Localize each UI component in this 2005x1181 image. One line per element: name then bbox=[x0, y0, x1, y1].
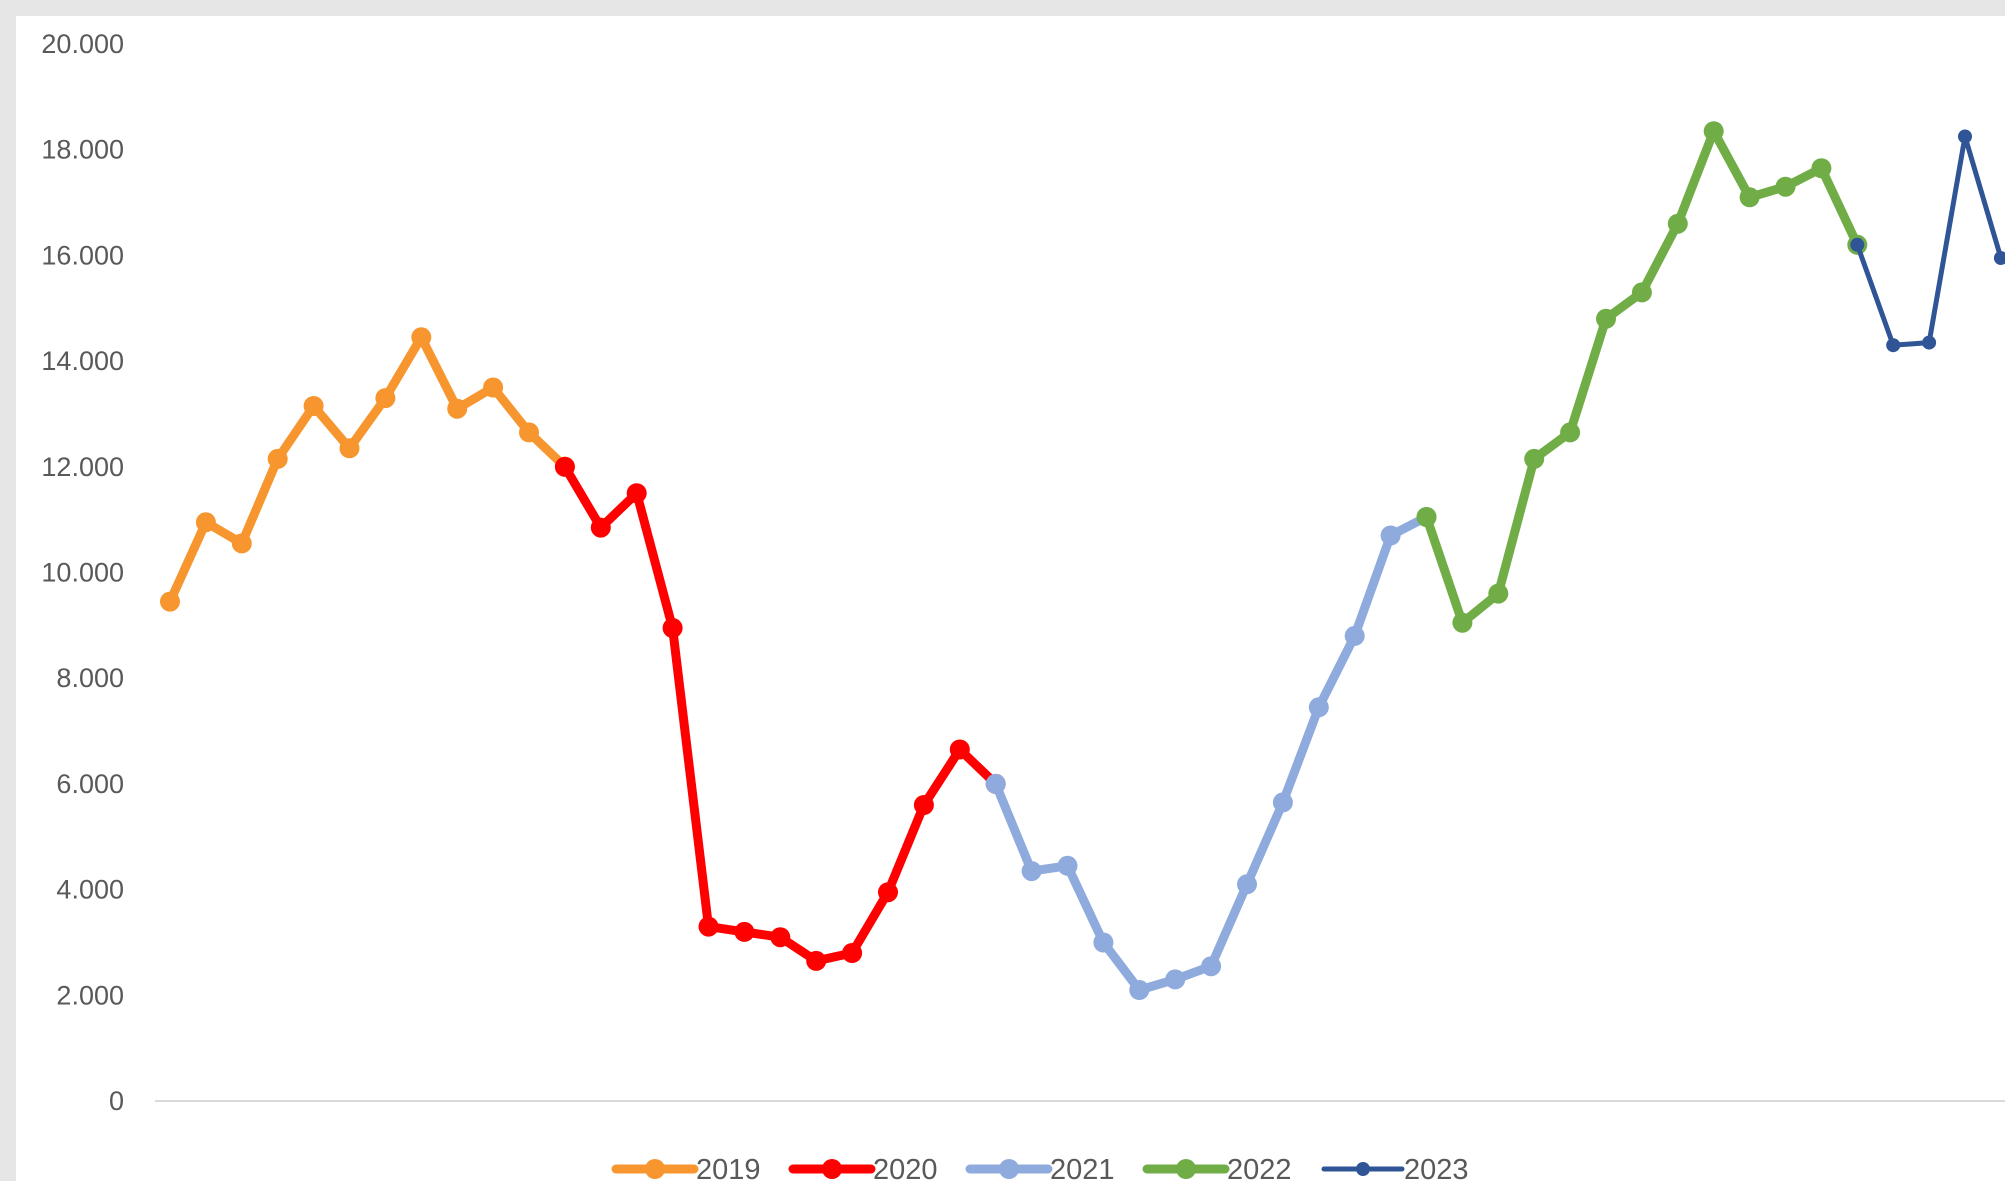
data-point bbox=[949, 739, 970, 760]
legend-item: 2023 bbox=[1321, 1154, 1469, 1181]
legend-label: 2020 bbox=[873, 1154, 938, 1181]
data-point bbox=[447, 398, 468, 419]
data-point bbox=[411, 327, 432, 348]
data-point bbox=[1886, 338, 1901, 353]
legend-label: 2019 bbox=[696, 1154, 761, 1181]
legend-item: 2021 bbox=[965, 1154, 1115, 1181]
data-point bbox=[1524, 448, 1545, 469]
data-point bbox=[1129, 980, 1150, 1000]
series-2021 bbox=[985, 507, 1437, 1000]
data-point bbox=[231, 533, 252, 554]
data-point bbox=[1958, 129, 1972, 144]
data-point bbox=[806, 950, 827, 971]
legend-label: 2023 bbox=[1404, 1154, 1469, 1181]
data-point bbox=[878, 882, 898, 903]
legend-item: 2020 bbox=[788, 1154, 938, 1181]
series-line bbox=[1422, 126, 1862, 628]
data-point bbox=[626, 483, 647, 504]
series-line bbox=[165, 332, 570, 607]
legend-swatch-marker bbox=[1356, 1162, 1370, 1176]
data-point bbox=[734, 921, 755, 942]
data-point bbox=[1850, 237, 1865, 252]
y-tick-label: 2.000 bbox=[56, 980, 124, 1010]
data-point bbox=[698, 916, 719, 937]
series-2023 bbox=[1850, 129, 2005, 353]
data-point bbox=[160, 591, 180, 612]
series-layer bbox=[160, 121, 2005, 1000]
data-point bbox=[1165, 969, 1186, 990]
data-point bbox=[590, 517, 611, 538]
data-point bbox=[1922, 335, 1937, 350]
data-point bbox=[1093, 932, 1114, 953]
y-tick-label: 0 bbox=[109, 1086, 124, 1116]
data-point bbox=[1201, 956, 1222, 977]
data-point bbox=[1237, 874, 1257, 895]
legend-label: 2022 bbox=[1227, 1154, 1292, 1181]
data-point bbox=[1703, 121, 1724, 142]
series-line bbox=[991, 512, 1431, 995]
data-point bbox=[1739, 187, 1760, 208]
y-tick-label: 8.000 bbox=[56, 663, 124, 693]
data-point bbox=[662, 618, 683, 638]
data-point bbox=[303, 396, 324, 416]
y-tick-label: 16.000 bbox=[41, 240, 124, 270]
data-point bbox=[1488, 583, 1509, 604]
series-2019 bbox=[160, 327, 575, 612]
data-point bbox=[195, 512, 216, 533]
data-point bbox=[913, 795, 934, 815]
series-line bbox=[560, 462, 1001, 966]
legend-swatch-marker bbox=[645, 1159, 665, 1179]
data-point bbox=[339, 438, 360, 459]
legend-label: 2021 bbox=[1050, 1154, 1115, 1181]
y-tick-label: 6.000 bbox=[56, 769, 124, 799]
y-tick-label: 18.000 bbox=[41, 135, 124, 165]
data-point bbox=[483, 377, 504, 398]
data-point bbox=[770, 927, 791, 948]
data-point bbox=[1811, 158, 1832, 179]
series-2022 bbox=[1416, 121, 1868, 633]
data-point bbox=[985, 773, 1006, 794]
data-point bbox=[1993, 251, 2005, 265]
data-point bbox=[1452, 612, 1473, 633]
y-tick-label: 10.000 bbox=[41, 558, 124, 588]
data-point bbox=[1272, 792, 1293, 813]
data-point bbox=[1416, 507, 1437, 527]
data-point bbox=[375, 388, 396, 409]
data-point bbox=[1057, 855, 1078, 876]
legend-item: 2019 bbox=[611, 1154, 761, 1181]
legend-item: 2022 bbox=[1142, 1154, 1292, 1181]
legend-swatch-marker bbox=[999, 1159, 1019, 1179]
legend-swatch-marker bbox=[1176, 1159, 1196, 1179]
data-point bbox=[519, 422, 539, 443]
data-point bbox=[1667, 213, 1688, 234]
data-point bbox=[1021, 861, 1042, 882]
data-point bbox=[1775, 176, 1796, 197]
series-2020 bbox=[554, 456, 1006, 971]
y-tick-label: 4.000 bbox=[56, 875, 124, 905]
legend-swatch-marker bbox=[822, 1159, 842, 1179]
data-point bbox=[842, 943, 863, 963]
y-tick-label: 20.000 bbox=[41, 29, 124, 59]
data-point bbox=[1380, 525, 1401, 546]
y-tick-label: 12.000 bbox=[41, 452, 124, 482]
chart-frame: 0 2.000 4.000 6.000 8.000 10.000 12.000 14.000 1… bbox=[16, 16, 2005, 1181]
y-tick-label: 14.000 bbox=[41, 346, 124, 376]
chart-legend: 2019 2020 2021 2022 2023 bbox=[611, 1154, 1469, 1181]
data-point bbox=[1308, 697, 1329, 718]
data-point bbox=[267, 448, 288, 469]
data-point bbox=[1344, 625, 1365, 646]
y-axis-labels: 0 2.000 4.000 6.000 8.000 10.000 12.000 14.000 1… bbox=[41, 29, 124, 1116]
data-point bbox=[554, 456, 575, 477]
data-point bbox=[1560, 422, 1581, 443]
line-chart: 0 2.000 4.000 6.000 8.000 10.000 12.000 14.000 1… bbox=[41, 29, 2005, 1181]
data-point bbox=[1631, 282, 1652, 303]
data-point bbox=[1596, 308, 1616, 329]
series-line bbox=[1854, 134, 2004, 348]
